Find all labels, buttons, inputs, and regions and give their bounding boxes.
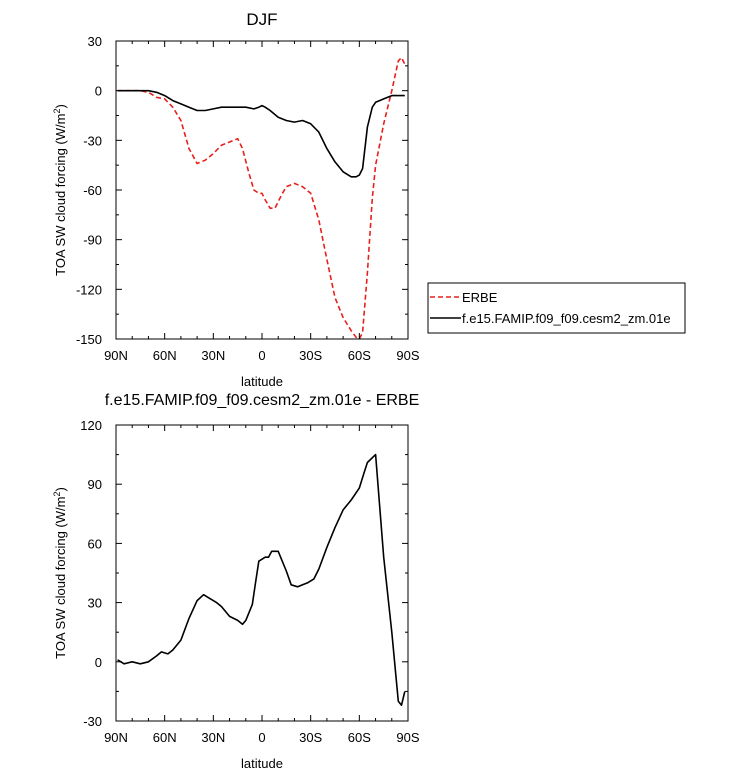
bottom-x-tick-label: 60N	[153, 730, 177, 745]
top-x-axis-label: latitude	[241, 374, 283, 389]
top-y-tick-label: -60	[83, 183, 102, 198]
top-y-tick-label: -30	[83, 133, 102, 148]
top-y-axis-label-close: )	[53, 104, 68, 108]
top-legend: ERBE f.e15.FAMIP.f09_f09.cesm2_zm.01e	[427, 282, 686, 334]
bottom-x-tick-label: 90N	[104, 730, 128, 745]
top-series-line-f-e15-famip-f09-f09-cesm2-zm-01e	[117, 89, 405, 178]
top-x-tick-label: 30N	[201, 348, 225, 363]
bottom-y-axis-label-sup: 2	[52, 492, 62, 497]
legend-label-model: f.e15.FAMIP.f09_f09.cesm2_zm.01e	[462, 311, 671, 326]
top-y-tick-label: -90	[83, 233, 102, 248]
top-panel: DJF TOA SW cloud forcing (W/m2) 90N 60N 30…	[52, 10, 686, 389]
top-y-tick-label: 30	[88, 34, 102, 49]
top-y-tick-label: -150	[76, 332, 102, 347]
bottom-y-tick-label: -30	[83, 714, 102, 729]
top-series-line-erbe	[117, 56, 406, 340]
legend-box	[427, 282, 686, 334]
bottom-y-axis-label-close: )	[53, 487, 68, 491]
top-x-tick-label: 90N	[104, 348, 128, 363]
bottom-plot-frame	[115, 424, 409, 722]
bottom-x-axis-label: latitude	[241, 756, 283, 771]
top-y-axis-label: TOA SW cloud forcing (W/m2)	[52, 104, 68, 276]
bottom-y-tick-label: 90	[88, 477, 102, 492]
top-y-tick-label: -120	[76, 282, 102, 297]
bottom-y-axis-label: TOA SW cloud forcing (W/m2)	[52, 487, 68, 659]
bottom-x-tick-label: 90S	[396, 730, 419, 745]
legend-label-erbe: ERBE	[462, 290, 498, 305]
svg-text:TOA SW cloud forcing (W/m2): TOA SW cloud forcing (W/m2)	[52, 104, 68, 276]
top-y-tick-label: 0	[95, 84, 102, 99]
bottom-series-lines	[117, 453, 406, 707]
top-x-tick-label: 30S	[299, 348, 322, 363]
bottom-panel: f.e15.FAMIP.f09_f09.cesm2_zm.01e - ERBE …	[52, 392, 420, 771]
top-plot-frame	[115, 40, 409, 340]
bottom-y-tick-label: 60	[88, 536, 102, 551]
svg-text:TOA SW cloud forcing (W/m2): TOA SW cloud forcing (W/m2)	[52, 487, 68, 659]
top-series-lines	[117, 56, 406, 340]
bottom-title: f.e15.FAMIP.f09_f09.cesm2_zm.01e - ERBE	[105, 392, 420, 409]
bottom-series-line-difference	[117, 453, 406, 707]
top-x-tick-label: 60S	[348, 348, 371, 363]
bottom-y-tick-label: 0	[95, 655, 102, 670]
bottom-axis-ticks: 90N 60N 30N 0 30S 60S 90S -30 0 30 60 90 120	[80, 418, 420, 745]
bottom-x-tick-label: 0	[258, 730, 265, 745]
top-title: DJF	[246, 10, 277, 29]
top-y-axis-label-sup: 2	[52, 109, 62, 114]
top-y-axis-label-main: TOA SW cloud forcing (W/m	[53, 114, 68, 276]
top-x-tick-label: 0	[258, 348, 265, 363]
bottom-x-tick-label: 30S	[299, 730, 322, 745]
bottom-x-tick-label: 60S	[348, 730, 371, 745]
top-axis-ticks: 90N 60N 30N 0 30S 60S 90S -150 -120 -90 -60 -30 0 30	[76, 34, 420, 363]
top-x-tick-label: 60N	[153, 348, 177, 363]
top-x-tick-label: 90S	[396, 348, 419, 363]
bottom-y-tick-label: 30	[88, 596, 102, 611]
bottom-y-axis-label-main: TOA SW cloud forcing (W/m	[53, 497, 68, 659]
bottom-x-tick-label: 30N	[201, 730, 225, 745]
bottom-y-tick-label: 120	[80, 418, 102, 433]
